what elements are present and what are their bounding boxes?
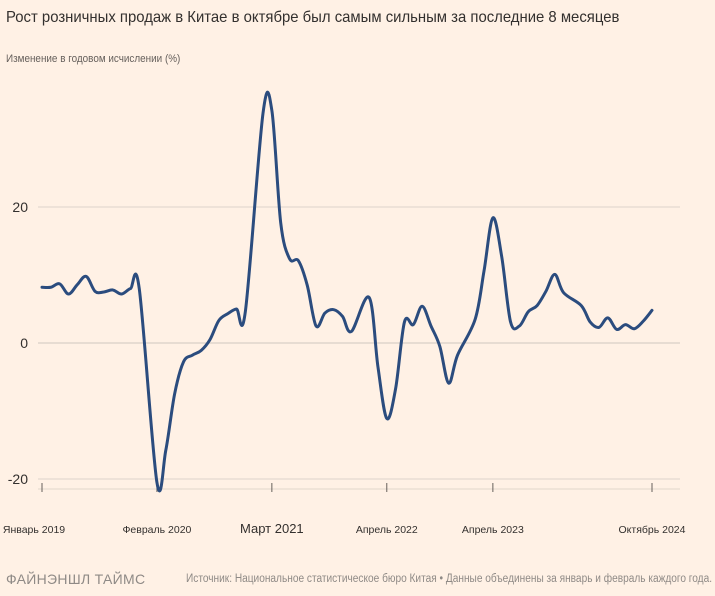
brand-logo: ФАЙНЭНШЛ ТАЙМС	[6, 571, 146, 587]
source-note: Источник: Национальное статистическое бю…	[186, 573, 713, 585]
y-tick-label: -20	[8, 471, 28, 487]
x-tick-label: Январь 2019	[3, 524, 65, 536]
x-tick-label: Март 2021	[240, 521, 304, 536]
x-tick-label: Апрель 2023	[462, 524, 524, 536]
y-axis-label: Изменение в годовом исчислении (%)	[6, 53, 181, 65]
chart-title: Рост розничных продаж в Китае в октябре …	[6, 9, 620, 26]
x-tick-label: Апрель 2022	[356, 524, 418, 536]
series-line-retail-sales	[40, 90, 654, 493]
y-tick-label: 0	[20, 335, 28, 351]
x-tick-label: Февраль 2020	[122, 524, 191, 536]
y-tick-label: 20	[12, 199, 28, 215]
x-tick-label: Октябрь 2024	[619, 524, 686, 536]
